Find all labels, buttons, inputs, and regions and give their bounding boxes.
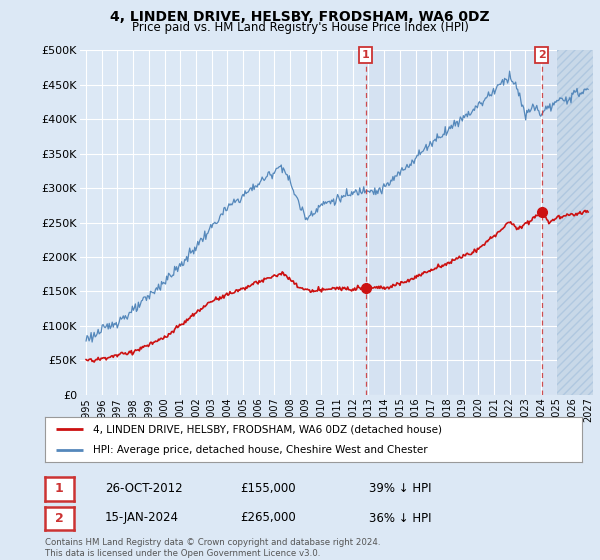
Text: 15-JAN-2024: 15-JAN-2024 <box>105 511 179 525</box>
Text: 36% ↓ HPI: 36% ↓ HPI <box>369 511 431 525</box>
Text: 1: 1 <box>362 50 370 60</box>
Bar <box>557 50 593 395</box>
Bar <box>366 50 557 395</box>
Text: Contains HM Land Registry data © Crown copyright and database right 2024.
This d: Contains HM Land Registry data © Crown c… <box>45 538 380 558</box>
Text: 1: 1 <box>55 482 64 496</box>
Text: £155,000: £155,000 <box>240 482 296 495</box>
Text: 2: 2 <box>538 50 545 60</box>
Text: 4, LINDEN DRIVE, HELSBY, FRODSHAM, WA6 0DZ (detached house): 4, LINDEN DRIVE, HELSBY, FRODSHAM, WA6 0… <box>94 424 442 435</box>
Text: 26-OCT-2012: 26-OCT-2012 <box>105 482 182 495</box>
Text: HPI: Average price, detached house, Cheshire West and Chester: HPI: Average price, detached house, Ches… <box>94 445 428 455</box>
Text: Price paid vs. HM Land Registry's House Price Index (HPI): Price paid vs. HM Land Registry's House … <box>131 21 469 34</box>
Text: 39% ↓ HPI: 39% ↓ HPI <box>369 482 431 495</box>
Text: 2: 2 <box>55 512 64 525</box>
Text: £265,000: £265,000 <box>240 511 296 525</box>
Text: 4, LINDEN DRIVE, HELSBY, FRODSHAM, WA6 0DZ: 4, LINDEN DRIVE, HELSBY, FRODSHAM, WA6 0… <box>110 10 490 24</box>
